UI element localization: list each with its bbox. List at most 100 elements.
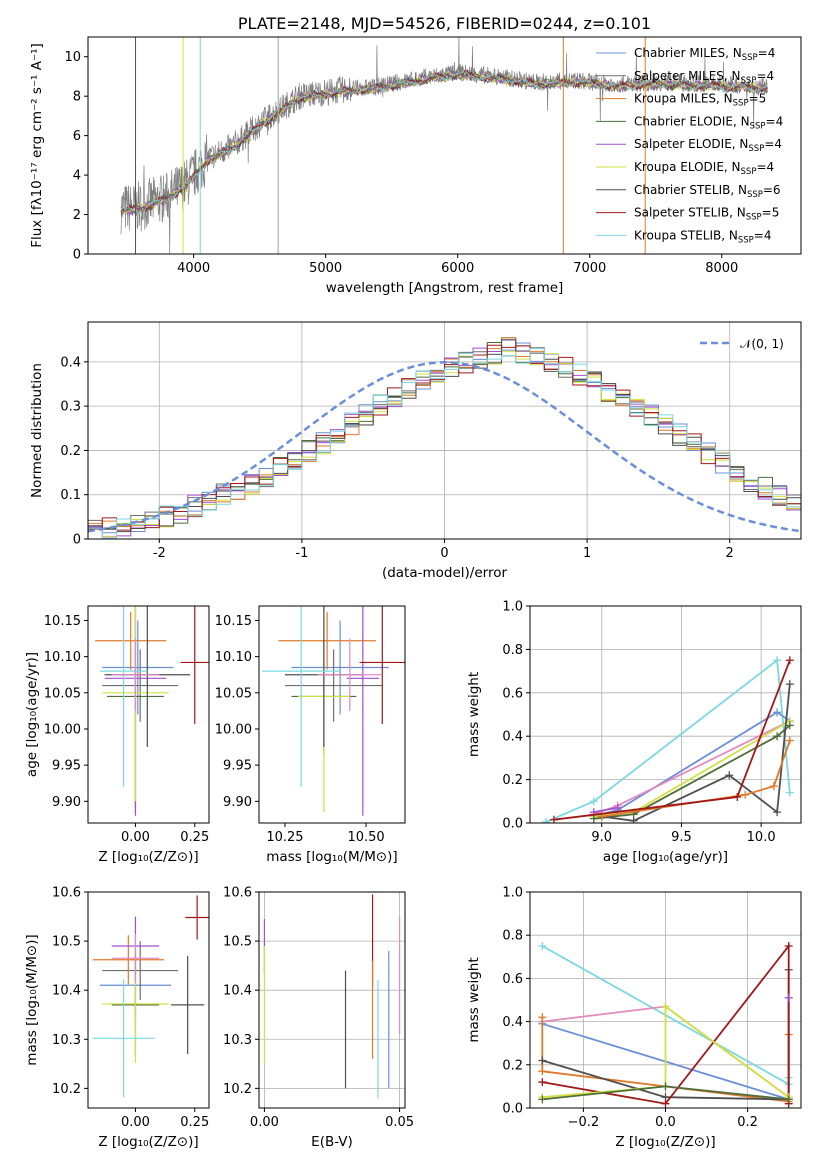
weight-marker — [785, 680, 794, 689]
weight-marker — [541, 817, 550, 823]
legend-tail: =4 — [756, 69, 774, 83]
x-tick-label: 7000 — [573, 261, 606, 276]
legend-entry: Salpeter MILES, NSSP=4 — [634, 69, 774, 86]
spectrum-plot-area — [120, 37, 769, 254]
mass_vs_ebv-panel: 0.00 0.05 10.2 10.3 10.4 10.5 10.6 E(B-V) — [223, 886, 414, 1151]
histogram-kroupa-stelib — [88, 348, 801, 539]
y-tick-label: 9.90 — [52, 795, 81, 810]
errorbar-point — [92, 979, 155, 1098]
histogram-plot-area — [88, 337, 801, 539]
y-tick-label: 10.3 — [223, 1033, 252, 1048]
weight-line — [593, 724, 791, 820]
y-tick-label: 6 — [73, 129, 81, 144]
y-tick-label: 10.00 — [215, 722, 252, 737]
x-tick-label: -2 — [153, 546, 166, 561]
x-tick-label: 0 — [440, 546, 448, 561]
weight-marker — [538, 1095, 547, 1104]
y-tick-label: 10.6 — [223, 886, 252, 901]
axes-frame — [529, 605, 802, 824]
y-axis-label: mass [log₁₀(M/M⊙)] — [24, 934, 40, 1065]
x-tick-label: 10.0 — [747, 830, 776, 845]
spectrum-panel: PLATE=2148, MJD=54526, FIBERID=0244, z=0… — [29, 14, 802, 296]
errorbar-point — [278, 611, 376, 670]
x-axis-label: mass [log₁₀(M/M⊙)] — [266, 849, 397, 865]
x-tick-label: 0.25 — [180, 1115, 209, 1130]
weight-marker — [589, 797, 598, 806]
x-tick-label: 1 — [583, 546, 591, 561]
axes-frame — [258, 891, 406, 1109]
residuals-panel: -2 -1 0 1 2 0 0.1 0.2 0.3 0.4 (data-model)/error No… — [29, 321, 802, 581]
y-tick-label: 0.1 — [60, 488, 81, 503]
weight-marker — [785, 788, 794, 797]
legend-label: Kroupa MILES, N — [634, 92, 733, 106]
x-axis-label: Z [log₁₀(Z/Z⊙)] — [98, 1134, 198, 1150]
weight-marker — [613, 803, 622, 812]
histogram-salpeter-stelib — [88, 344, 801, 539]
legend-tail: =4 — [766, 114, 784, 128]
y-tick-label: 10.5 — [223, 935, 252, 950]
axes-frame — [529, 891, 802, 1109]
legend-label: Salpeter MILES, N — [634, 69, 741, 83]
x-tick-label: 0.00 — [121, 1115, 150, 1130]
x-tick-label: −0.2 — [568, 1115, 600, 1130]
x-tick-label: 6000 — [441, 261, 474, 276]
y-tick-label: 0.2 — [502, 1058, 523, 1073]
x-axis-label: E(B-V) — [311, 1134, 353, 1150]
errorbar-point — [185, 895, 209, 940]
x-tick-label: 10.50 — [347, 830, 384, 845]
errorbar-point — [102, 649, 179, 722]
weight-line — [553, 659, 791, 821]
x-tick-label: 2 — [726, 546, 734, 561]
errorbar-point — [359, 606, 405, 724]
y-tick-label: 10.3 — [52, 1033, 81, 1048]
y-tick-label: 10.10 — [44, 650, 81, 665]
y-tick-label: 1.0 — [502, 886, 523, 901]
y-tick-label: 10.5 — [52, 935, 81, 950]
mass_vs_Z-panel: 0.00 0.25 10.2 10.3 10.4 10.5 10.6 Z [log₁₀(Z/Z… — [24, 886, 210, 1150]
weight-line — [593, 806, 618, 813]
x-axis-label: Z [log₁₀(Z/Z⊙)] — [615, 1134, 715, 1150]
weight_vs_age-panel: 9.0 9.5 10.0 0.0 0.2 0.4 0.6 0.8 1.0 age [log₁₀(a… — [466, 600, 802, 865]
legend-label: Chabrier STELIB, N — [634, 183, 747, 197]
weight-marker — [773, 808, 782, 817]
weight-marker — [784, 942, 793, 950]
axes-frame — [87, 36, 802, 255]
weight-marker — [773, 732, 782, 741]
errorbar-point — [102, 941, 179, 1000]
y-tick-label: 0.4 — [502, 1015, 523, 1030]
weight-marker — [741, 790, 750, 799]
legend-label: Kroupa STELIB, N — [634, 228, 738, 242]
weight-marker — [785, 736, 794, 745]
weight-marker — [785, 656, 794, 665]
x-tick-label: 4000 — [177, 261, 210, 276]
y-tick-label: 10.4 — [52, 984, 81, 999]
axes-frame — [87, 321, 802, 540]
x-tick-label: 0.25 — [180, 830, 209, 845]
legend-entry: Chabrier STELIB, NSSP=6 — [634, 183, 781, 200]
chart-title: PLATE=2148, MJD=54526, FIBERID=0244, z=0… — [238, 14, 651, 33]
legend-tail: =4 — [756, 160, 774, 174]
y-tick-label: 0.2 — [502, 773, 523, 788]
y-tick-label: 0.6 — [502, 686, 523, 701]
weight-marker — [538, 1013, 547, 1022]
model-spectrum-salpeter-stelib — [120, 69, 768, 213]
weight-marker — [538, 1056, 547, 1065]
weight-marker — [733, 792, 742, 801]
weight-marker — [769, 782, 778, 791]
y-tick-label: 10.05 — [44, 686, 81, 701]
y-axis-label: Flux [fλ10⁻¹⁷ erg cm⁻² s⁻¹ A⁻¹] — [29, 43, 45, 248]
y-tick-label: 10.6 — [52, 886, 81, 901]
weight-marker — [538, 1067, 547, 1076]
y-axis-label: mass weight — [466, 672, 482, 757]
legend-sub: SSP — [742, 53, 758, 63]
legend-tail: =4 — [754, 228, 772, 242]
model-spectrum-kroupa-stelib — [120, 69, 768, 215]
x-axis-label: wavelength [Angstrom, rest frame] — [326, 280, 564, 296]
y-tick-label: 10.00 — [44, 722, 81, 737]
y-tick-label: 0.4 — [502, 730, 523, 745]
x-tick-label: 0.00 — [250, 1115, 279, 1130]
y-tick-label: 10.15 — [215, 614, 252, 629]
weight-marker — [661, 1002, 670, 1011]
legend-tail: =5 — [749, 92, 767, 106]
y-tick-label: 0 — [73, 533, 81, 548]
